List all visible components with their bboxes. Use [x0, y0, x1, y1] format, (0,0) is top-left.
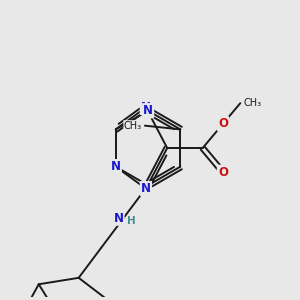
Text: H: H	[127, 216, 136, 226]
Text: N: N	[113, 212, 123, 225]
Text: N: N	[141, 101, 151, 114]
Text: N: N	[111, 160, 121, 173]
Text: CH₃: CH₃	[243, 98, 261, 108]
Text: O: O	[218, 166, 228, 179]
Text: O: O	[218, 117, 228, 130]
Text: N: N	[141, 182, 151, 195]
Text: N: N	[143, 104, 153, 117]
Text: CH₃: CH₃	[124, 121, 142, 131]
